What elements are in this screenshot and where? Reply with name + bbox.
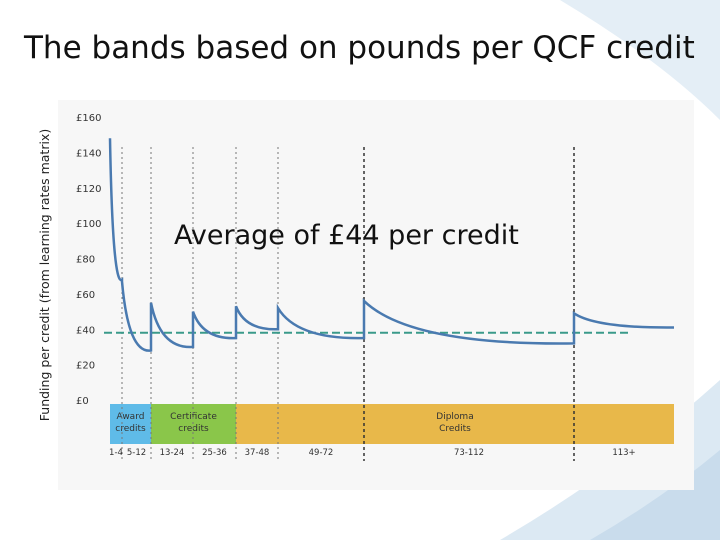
band-label: Award credits bbox=[115, 412, 146, 434]
band-rect bbox=[110, 404, 151, 444]
y-tick-label: £60 bbox=[76, 290, 95, 301]
chart-panel: £0 £20 £40 £60 £80 £100 £120 £140 £160 Award cred… bbox=[58, 100, 694, 490]
average-annotation: Average of £44 per credit bbox=[174, 220, 519, 251]
range-label: 49-72 bbox=[309, 448, 334, 458]
y-tick-label: £20 bbox=[76, 361, 95, 372]
band-label: Certificatecredits bbox=[170, 412, 217, 434]
y-tick-label: £140 bbox=[76, 148, 101, 159]
range-label: 13-24 bbox=[160, 448, 185, 458]
band-label: Diploma Credits bbox=[436, 412, 473, 434]
y-axis-label: Funding per credit (from learning rates … bbox=[37, 128, 52, 422]
range-label: 1-4 bbox=[109, 448, 123, 458]
range-label: 37-48 bbox=[245, 448, 270, 458]
y-tick-label: £100 bbox=[76, 219, 101, 230]
range-label: 113+ bbox=[612, 448, 635, 458]
band-rect bbox=[236, 404, 674, 444]
y-tick-label: £80 bbox=[76, 255, 95, 266]
series-line bbox=[108, 138, 675, 352]
funding-chart: £0 £20 £40 £60 £80 £100 £120 £140 £160 Award cred… bbox=[76, 113, 675, 461]
y-tick-label: £160 bbox=[76, 113, 101, 124]
y-tick-label: £0 bbox=[76, 396, 89, 407]
range-label: 73-112 bbox=[454, 448, 484, 458]
slide-title: The bands based on pounds per QCF credit bbox=[24, 30, 695, 66]
y-tick-label: £120 bbox=[76, 184, 101, 195]
range-label: 5-12 bbox=[127, 448, 146, 458]
range-label: 25-36 bbox=[202, 448, 227, 458]
y-tick-label: £40 bbox=[76, 325, 95, 336]
